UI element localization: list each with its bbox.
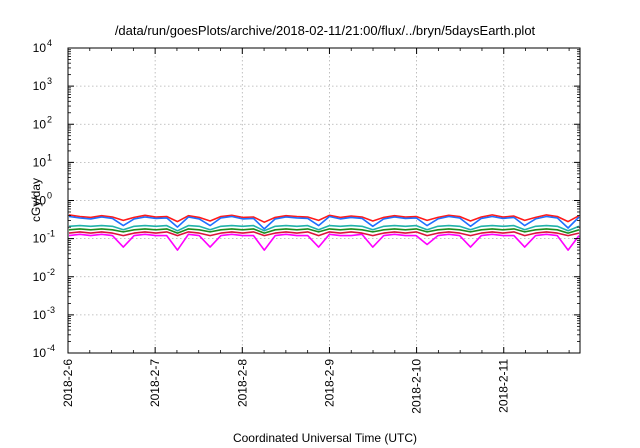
data-series xyxy=(68,214,580,251)
y-tick-label: 10 xyxy=(33,232,47,246)
series-line-2 xyxy=(68,231,580,237)
y-tick-label: 10 xyxy=(33,194,47,208)
series-line-5 xyxy=(68,214,580,223)
y-tick-exponent: -4 xyxy=(47,343,55,353)
y-tick-exponent: 2 xyxy=(47,114,52,124)
y-tick-exponent: 1 xyxy=(47,152,52,162)
y-tick-exponent: -1 xyxy=(47,229,55,239)
axis-ticks xyxy=(67,47,580,354)
chart-title: /data/run/goesPlots/archive/2018-02-11/2… xyxy=(115,23,536,38)
series-line-3 xyxy=(68,228,580,234)
y-tick-label: 10 xyxy=(33,155,47,169)
series-line-4 xyxy=(68,224,580,232)
x-tick-labels: 2018-2-6 2018-2-7 2018-2-8 2018-2-9 2018-2-1… xyxy=(61,359,511,414)
y-tick-exponent: -2 xyxy=(47,267,55,277)
x-tick-label: 2018-2-8 xyxy=(235,359,249,407)
y-tick-label: 10 xyxy=(33,79,47,93)
x-tick-label: 2018-2-10 xyxy=(410,359,424,414)
series-line-1 xyxy=(68,233,580,251)
y-tick-label: 10 xyxy=(33,117,47,131)
y-tick-exponent: 0 xyxy=(47,191,52,201)
y-tick-label: 10 xyxy=(33,308,47,322)
y-tick-exponent: 4 xyxy=(47,38,52,48)
x-axis-label: Coordinated Universal Time (UTC) xyxy=(233,431,417,445)
y-tick-exponent: -3 xyxy=(47,305,55,315)
y-tick-exponent: 3 xyxy=(47,76,52,86)
x-tick-label: 2018-2-7 xyxy=(148,359,162,407)
series-line-6 xyxy=(68,215,580,230)
x-tick-label: 2018-2-11 xyxy=(497,359,511,413)
x-tick-label: 2018-2-9 xyxy=(322,359,336,407)
x-tick-label: 2018-2-6 xyxy=(61,359,75,407)
y-tick-label: 10 xyxy=(33,346,47,360)
y-tick-label: 10 xyxy=(33,41,47,55)
y-axis-label: cGy/day xyxy=(29,178,43,222)
y-tick-label: 10 xyxy=(33,270,47,284)
grid-lines xyxy=(68,48,580,353)
